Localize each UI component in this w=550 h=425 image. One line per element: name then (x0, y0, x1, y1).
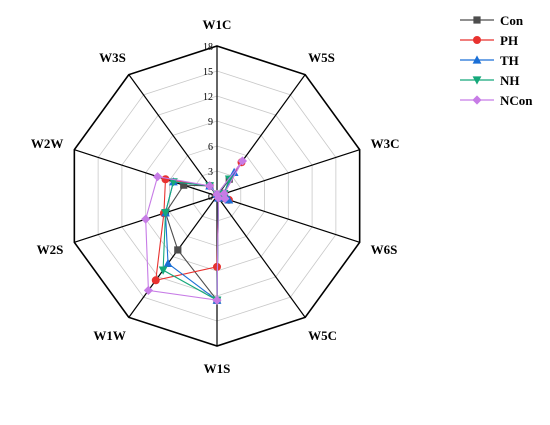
data-point-th-w1w (163, 258, 173, 268)
data-point-ncon-w2s (141, 214, 151, 224)
legend-item-th: TH (460, 53, 519, 68)
axis-label-w1w: W1W (93, 328, 126, 343)
legend-item-ph: PH (460, 33, 518, 48)
data-point-nh-w2s (161, 209, 170, 218)
axis-label-w5s: W5S (308, 50, 335, 65)
data-point-ncon-w3s (205, 181, 215, 191)
axis-labels: W1C W5S W3C W6S W5C W1S W1W W2S W2W W3S (31, 17, 400, 376)
legend-item-nh: NH (460, 73, 520, 88)
axis-label-w1s: W1S (204, 361, 231, 376)
data-point-con-w2w (180, 181, 188, 189)
tick-label-12: 12 (203, 92, 213, 103)
tick-label-9: 9 (208, 117, 213, 128)
axis-spoke-w6s (216, 195, 360, 243)
legend-item-ncon: NCon (460, 93, 533, 108)
data-point-ph-w2w (161, 175, 170, 184)
data-series (141, 156, 248, 305)
data-point-ncon-w2w (152, 172, 163, 182)
data-point-ncon-w5c (213, 193, 224, 203)
legend-marker-con (473, 16, 481, 24)
data-point-ncon-w1s (212, 295, 222, 305)
legend-marker-nh (472, 76, 482, 85)
axis-label-w2w: W2W (31, 136, 64, 151)
axis-spoke-w2w (74, 149, 218, 197)
tick-label-3: 3 (208, 167, 213, 178)
radial-tick-labels: 0 3 6 9 12 15 18 (203, 42, 213, 203)
axis-spoke-w1w (128, 195, 218, 318)
legend-marker-th (472, 55, 482, 64)
tick-label-18: 18 (203, 42, 213, 53)
tick-label-0: 0 (208, 192, 213, 203)
legend-item-con: Con (460, 13, 524, 28)
axis-label-w3c: W3C (371, 136, 400, 151)
series-ncon (141, 156, 248, 305)
data-point-ph-w1w (151, 276, 160, 285)
legend-label-ph: PH (500, 33, 518, 48)
legend: Con PH TH NH NCon (460, 13, 533, 108)
tick-label-15: 15 (203, 67, 213, 78)
data-point-ncon-w1w (143, 285, 154, 295)
axis-label-w6s: W6S (371, 242, 398, 257)
legend-label-con: Con (500, 13, 524, 28)
axis-label-w2s: W2S (37, 242, 64, 257)
data-point-con-w1w (174, 246, 182, 254)
axis-spoke-w3s (128, 74, 218, 197)
axis-spoke-w5c (216, 195, 306, 318)
data-point-nh-w1w (158, 266, 168, 275)
data-point-th-w6s (224, 195, 234, 204)
axis-label-w5c: W5C (308, 328, 337, 343)
legend-label-nh: NH (500, 73, 520, 88)
legend-label-ncon: NCon (500, 93, 533, 108)
tick-label-6: 6 (208, 142, 213, 153)
legend-label-th: TH (500, 53, 519, 68)
data-point-ncon-w5s (237, 156, 248, 166)
legend-marker-ncon (472, 95, 482, 105)
axis-spoke-w3c (216, 149, 360, 197)
axis-label-w1c: W1C (203, 17, 232, 32)
legend-marker-ph (473, 36, 481, 44)
data-point-nh-w5s (224, 175, 234, 184)
axis-label-w3s: W3S (99, 50, 126, 65)
data-point-ncon-w6s (220, 193, 230, 204)
